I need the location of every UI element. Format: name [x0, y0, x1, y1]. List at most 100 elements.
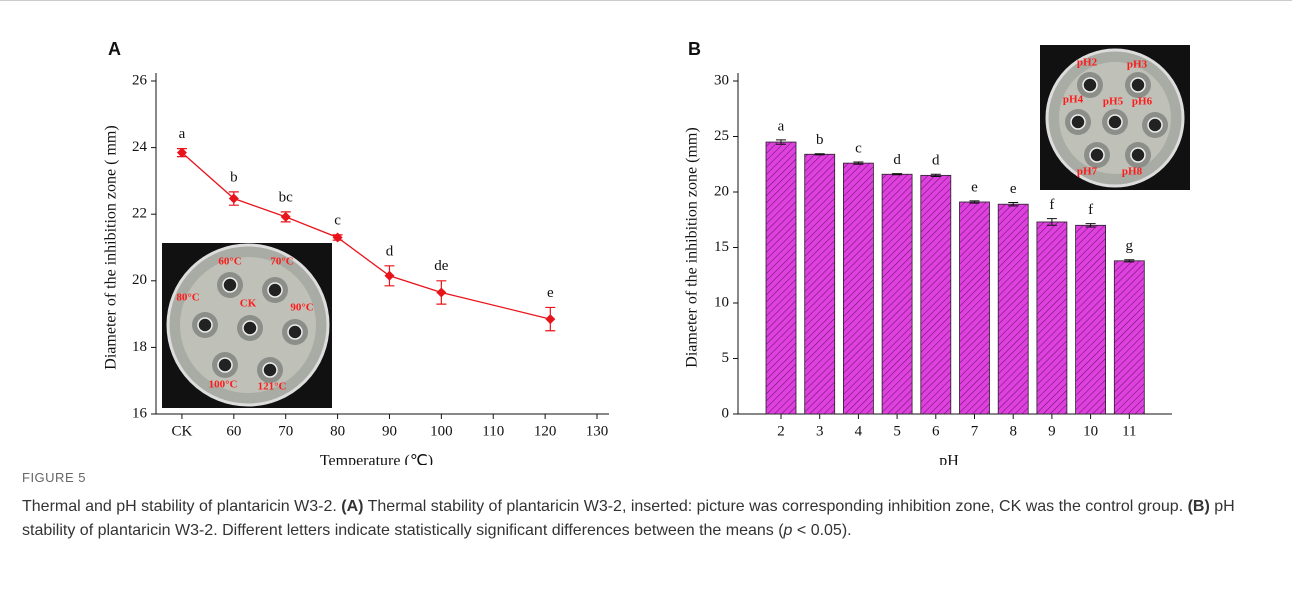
significance-letter: e: [971, 179, 978, 195]
error-bar: [1046, 218, 1057, 226]
top-rule: [0, 0, 1292, 1]
marker: [545, 314, 556, 325]
inset-label: 80°C: [176, 292, 199, 304]
x-tick-label: 110: [482, 423, 504, 439]
error-bar: [1085, 223, 1096, 228]
significance-letter: d: [386, 243, 394, 259]
significance-letter: b: [816, 132, 824, 148]
well: [287, 324, 303, 340]
marker: [228, 193, 239, 204]
y-tick-label: 5: [722, 350, 730, 366]
bar: [997, 203, 1029, 415]
well: [1089, 147, 1105, 163]
caption-segment: p: [783, 522, 793, 539]
y-tick-label: 26: [132, 72, 148, 88]
x-tick-label: 70: [278, 423, 293, 439]
significance-letter: f: [1049, 197, 1054, 213]
well: [217, 357, 233, 373]
x-tick-label: 120: [534, 423, 557, 439]
well: [1070, 114, 1086, 130]
significance-letter: d: [893, 152, 901, 168]
x-axis-title: pH: [939, 453, 959, 465]
x-tick-label: 8: [1009, 423, 1017, 439]
figure-label: FIGURE 5: [22, 470, 86, 485]
panel-label: B: [688, 39, 701, 59]
significance-letter: a: [778, 118, 785, 134]
significance-letter: e: [1010, 181, 1017, 197]
marker: [176, 147, 187, 158]
caption-text: Thermal and pH stability of plantaricin …: [22, 495, 1262, 543]
well: [1107, 114, 1123, 130]
caption-segment: (A): [341, 498, 364, 515]
x-tick-label: 4: [855, 423, 863, 439]
inset-label: CK: [240, 298, 257, 310]
bar: [1113, 260, 1145, 415]
x-tick-label: 11: [1122, 423, 1136, 439]
well: [197, 317, 213, 333]
x-axis-title: Temperature (℃): [320, 453, 433, 465]
well: [267, 282, 283, 298]
x-tick-label: 6: [932, 423, 940, 439]
inset-label: pH7: [1077, 166, 1098, 178]
significance-letter: c: [855, 140, 862, 156]
x-tick-label: CK: [172, 423, 193, 439]
error-bar: [969, 200, 980, 204]
error-bar: [814, 153, 825, 156]
inset-label: pH4: [1063, 94, 1084, 106]
x-tick-label: 80: [330, 423, 345, 439]
y-tick-label: 20: [714, 183, 729, 199]
y-tick-label: 16: [132, 405, 148, 421]
bar: [843, 162, 874, 415]
bar: [1075, 224, 1106, 415]
panel-label: A: [108, 39, 121, 59]
inset-label: 121°C: [258, 381, 287, 393]
error-bar: [1124, 259, 1135, 263]
caption-segment: (B): [1187, 498, 1210, 515]
significance-letter: c: [334, 212, 341, 228]
bar: [920, 174, 952, 415]
well: [222, 277, 238, 293]
x-tick-label: 10: [1083, 423, 1098, 439]
y-tick-label: 22: [132, 206, 147, 222]
y-axis-title: Diameter of the inhibition zone (mm): [684, 127, 701, 367]
y-tick-label: 20: [132, 272, 147, 288]
bar: [804, 153, 836, 415]
y-tick-label: 0: [722, 405, 730, 421]
caption-segment: pH stability of plantaricin W3-2. Differ…: [22, 498, 1235, 539]
well: [262, 362, 278, 378]
y-tick-label: 30: [714, 72, 729, 88]
x-tick-label: 9: [1048, 423, 1056, 439]
y-axis-title: Diameter of the inhibition zone ( mm): [103, 125, 120, 369]
well: [1130, 77, 1146, 93]
y-tick-label: 25: [714, 128, 729, 144]
x-tick-label: 60: [226, 423, 241, 439]
bar: [881, 173, 913, 415]
significance-letter: f: [1088, 202, 1093, 218]
x-tick-label: 2: [777, 423, 785, 439]
x-tick-label: 100: [430, 423, 453, 439]
inset-label: pH3: [1127, 59, 1148, 71]
bar: [1036, 221, 1068, 415]
inset-label: pH2: [1077, 57, 1098, 69]
error-bar: [892, 173, 903, 176]
significance-letter: d: [932, 153, 940, 169]
x-tick-label: 7: [971, 423, 979, 439]
caption: FIGURE 5 Thermal and pH stability of pla…: [22, 470, 1262, 543]
caption-segment: < 0.05).: [792, 522, 852, 539]
inset-label: pH6: [1132, 96, 1153, 108]
x-tick-label: 130: [586, 423, 609, 439]
significance-letter: g: [1126, 238, 1134, 254]
error-bar: [776, 139, 786, 145]
inset-label: pH8: [1122, 166, 1143, 178]
y-tick-label: 18: [132, 339, 147, 355]
well: [1130, 147, 1146, 163]
bar: [959, 201, 990, 415]
well: [1082, 77, 1098, 93]
significance-letter: de: [434, 258, 449, 274]
caption-segment: Thermal stability of plantaricin W3-2, i…: [363, 498, 1188, 515]
inset-label: 90°C: [290, 302, 313, 314]
x-tick-label: 5: [893, 423, 901, 439]
y-tick-label: 10: [714, 294, 729, 310]
